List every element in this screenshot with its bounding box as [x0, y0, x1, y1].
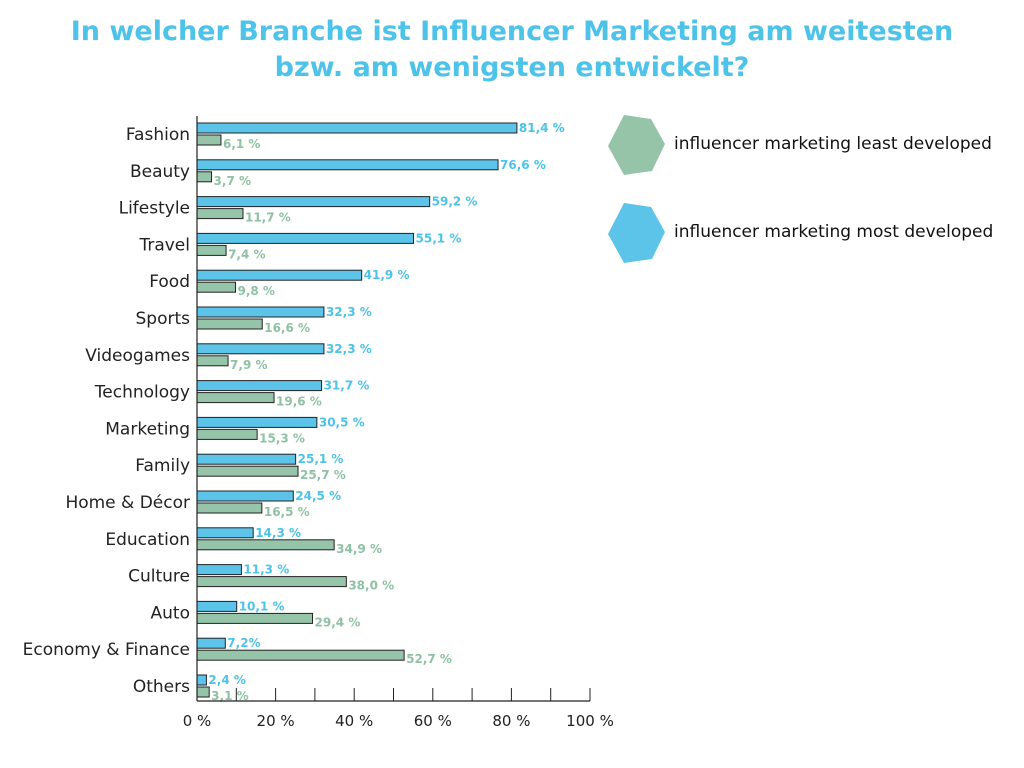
data-label-least: 25,7 % [300, 468, 346, 482]
data-label-most: 59,2 % [432, 195, 478, 209]
data-label-most: 81,4 % [519, 121, 565, 135]
chart-title-line-2: bzw. am wenigsten entwickelt? [274, 52, 750, 83]
category-label: Sports [136, 309, 191, 329]
data-label-least: 34,9 % [336, 542, 382, 556]
bar-most-developed [196, 527, 254, 539]
data-label-least: 16,5 % [264, 505, 310, 519]
bar-least-developed [196, 649, 405, 661]
x-tick-label: 100 % [566, 712, 614, 730]
data-label-most: 2,4 % [208, 673, 245, 687]
category-label: Family [135, 456, 190, 476]
legend-label-most: influencer marketing most developed [674, 222, 994, 242]
x-tick-label: 80 % [492, 712, 530, 730]
bar-least-developed [196, 465, 299, 477]
bar-least-developed [196, 318, 263, 330]
data-label-most: 25,1 % [298, 452, 344, 466]
data-label-least: 7,4 % [228, 247, 265, 261]
x-tick-label: 60 % [414, 712, 452, 730]
category-label: Fashion [126, 125, 190, 145]
bar-most-developed [196, 380, 323, 392]
category-label: Marketing [105, 419, 190, 439]
data-label-least: 11,7 % [245, 211, 291, 225]
data-label-most: 24,5 % [295, 489, 341, 503]
data-label-least: 16,6 % [264, 321, 310, 335]
category-label: Economy & Finance [23, 640, 190, 660]
data-label-most: 7,2% [227, 636, 260, 650]
bar-least-developed [196, 392, 275, 404]
bar-least-developed [196, 576, 347, 588]
bar-least-developed [196, 355, 229, 367]
bar-most-developed [196, 196, 431, 208]
data-label-least: 38,0 % [348, 579, 394, 593]
bar-most-developed [196, 490, 294, 502]
data-label-most: 32,3 % [326, 305, 372, 319]
data-label-most: 11,3 % [243, 563, 289, 577]
bar-least-developed [196, 686, 210, 698]
category-label: Lifestyle [119, 199, 190, 219]
data-label-most: 76,6 % [500, 158, 546, 172]
chart-title: In welcher Branche ist Influencer Market… [0, 14, 1024, 86]
data-label-most: 55,1 % [416, 231, 462, 245]
data-label-least: 3,7 % [214, 174, 251, 188]
bar-most-developed [196, 637, 226, 649]
bar-least-developed [196, 171, 213, 183]
bar-least-developed [196, 244, 227, 256]
legend-swatch-least [608, 115, 665, 175]
bar-most-developed [196, 416, 318, 428]
bar-least-developed [196, 208, 244, 220]
legend-item-most: influencer marketing most developed [600, 200, 1020, 288]
bar-most-developed [196, 159, 499, 171]
bar-least-developed [196, 612, 314, 624]
bar-least-developed [196, 134, 222, 146]
category-label: Videogames [85, 346, 190, 366]
category-label: Others [133, 677, 190, 697]
legend-swatch-most [608, 203, 665, 263]
data-label-least: 29,4 % [315, 615, 361, 629]
category-label: Beauty [130, 162, 190, 182]
hexagon-icon [608, 203, 665, 263]
x-tick-label: 0 % [183, 712, 212, 730]
hexagon-icon [608, 115, 665, 175]
data-label-least: 7,9 % [230, 358, 267, 372]
category-label: Technology [94, 383, 190, 403]
bar-most-developed [196, 453, 297, 465]
x-tick-label: 20 % [257, 712, 295, 730]
data-label-least: 6,1 % [223, 137, 260, 151]
bar-least-developed [196, 502, 263, 514]
legend-label-least: influencer marketing least developed [674, 134, 992, 154]
category-label: Travel [138, 235, 190, 255]
chart-title-line-1: In welcher Branche ist Influencer Market… [70, 16, 954, 47]
data-label-most: 31,7 % [324, 379, 370, 393]
data-label-most: 30,5 % [319, 415, 365, 429]
bar-most-developed [196, 232, 415, 244]
data-label-most: 14,3 % [255, 526, 301, 540]
data-label-most: 10,1 % [239, 599, 285, 613]
bar-most-developed [196, 122, 518, 134]
bar-most-developed [196, 306, 325, 318]
data-label-most: 32,3 % [326, 342, 372, 356]
x-tick-label: 40 % [335, 712, 373, 730]
category-label: Home & Décor [65, 493, 190, 513]
data-label-least: 3,1 % [211, 689, 248, 703]
bar-least-developed [196, 281, 237, 293]
bar-most-developed [196, 674, 207, 686]
category-label: Food [149, 272, 190, 292]
category-label: Culture [128, 567, 190, 587]
bar-most-developed [196, 343, 325, 355]
chart-legend: influencer marketing least developed inf… [600, 112, 1020, 288]
data-label-least: 15,3 % [259, 431, 305, 445]
data-label-least: 52,7 % [406, 652, 452, 666]
bar-most-developed [196, 269, 363, 281]
data-label-most: 41,9 % [364, 268, 410, 282]
data-label-least: 9,8 % [238, 284, 275, 298]
category-label: Education [105, 530, 190, 550]
bar-least-developed [196, 428, 258, 440]
bar-least-developed [196, 539, 335, 551]
category-label: Auto [151, 603, 190, 623]
bar-most-developed [196, 600, 238, 612]
legend-item-least: influencer marketing least developed [600, 112, 1020, 200]
data-label-least: 19,6 % [276, 395, 322, 409]
bar-most-developed [196, 564, 242, 576]
